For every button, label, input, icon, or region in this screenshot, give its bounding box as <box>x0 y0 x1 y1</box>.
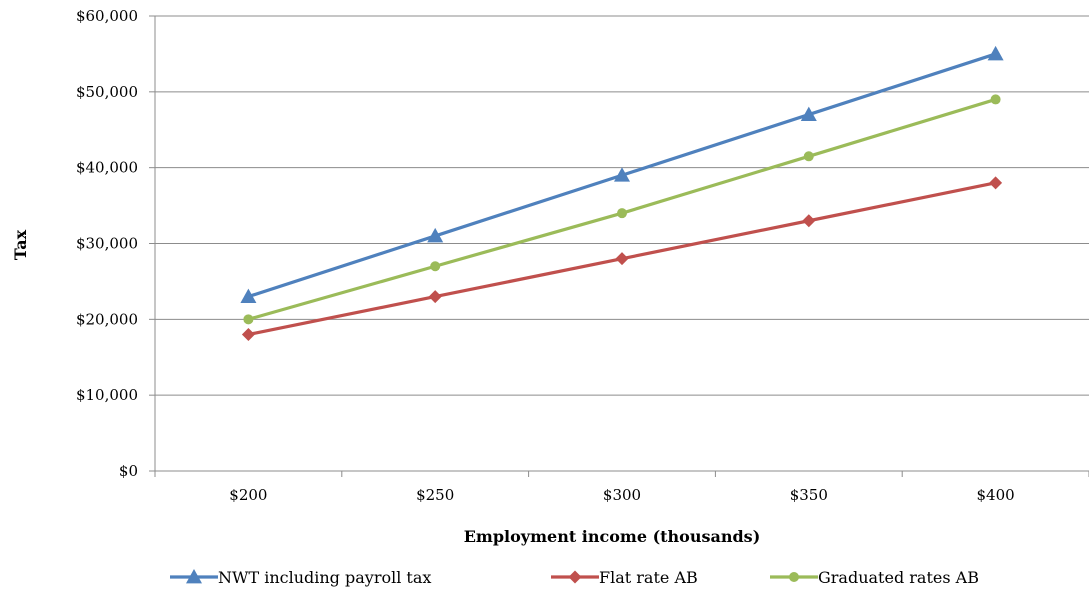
legend-marker-diamond <box>568 570 582 584</box>
y-tick-labels: $0 $10,000 $20,000 $30,000 $40,000 $50,000 $60… <box>76 7 138 480</box>
data-point-circle <box>243 314 254 325</box>
y-tick-label: $10,000 <box>76 386 138 404</box>
y-tick-label: $0 <box>119 462 138 480</box>
data-point-triangle <box>240 288 257 303</box>
data-point-circle <box>990 94 1001 105</box>
x-tick-label: $250 <box>416 486 454 504</box>
gridlines <box>155 15 1089 396</box>
legend-marker-circle <box>789 572 799 582</box>
x-tick-label: $400 <box>977 486 1015 504</box>
data-point-diamond <box>428 290 442 304</box>
data-point-diamond <box>615 252 629 266</box>
series-1 <box>240 45 1004 303</box>
legend-item: NWT including payroll tax <box>170 568 431 587</box>
legend-item: Graduated rates AB <box>770 568 979 587</box>
x-tick-labels: $200 $250 $300 $350 $400 <box>229 486 1014 504</box>
series-lines <box>240 45 1004 341</box>
axes <box>149 15 1089 477</box>
y-tick-label: $60,000 <box>76 7 138 25</box>
series-2 <box>241 176 1003 341</box>
x-tick-label: $300 <box>603 486 641 504</box>
data-point-triangle <box>614 167 630 182</box>
legend: NWT including payroll tax Flat rate AB Gra… <box>170 568 979 587</box>
y-tick-label: $50,000 <box>76 83 138 101</box>
data-point-circle <box>803 151 814 162</box>
data-point-triangle <box>800 106 817 121</box>
x-tick-label: $200 <box>229 486 267 504</box>
data-point-circle <box>430 261 441 272</box>
y-tick-label: $20,000 <box>76 310 138 328</box>
data-point-circle <box>617 208 627 219</box>
legend-label: Flat rate AB <box>599 568 698 587</box>
x-axis-title: Employment income (thousands) <box>464 527 761 546</box>
x-tick-label: $350 <box>790 486 828 504</box>
legend-label: NWT including payroll tax <box>218 568 431 587</box>
series-3 <box>243 94 1001 325</box>
data-point-triangle <box>427 227 444 243</box>
legend-label: Graduated rates AB <box>818 568 979 587</box>
y-axis-title: Tax <box>11 229 30 260</box>
y-tick-label: $40,000 <box>76 159 138 177</box>
data-point-triangle <box>987 45 1004 61</box>
legend-item: Flat rate AB <box>551 568 698 587</box>
data-point-diamond <box>241 328 255 341</box>
data-point-diamond <box>989 176 1003 190</box>
legend-marker-triangle <box>186 569 202 584</box>
data-point-diamond <box>802 214 816 228</box>
y-tick-label: $30,000 <box>76 235 138 253</box>
